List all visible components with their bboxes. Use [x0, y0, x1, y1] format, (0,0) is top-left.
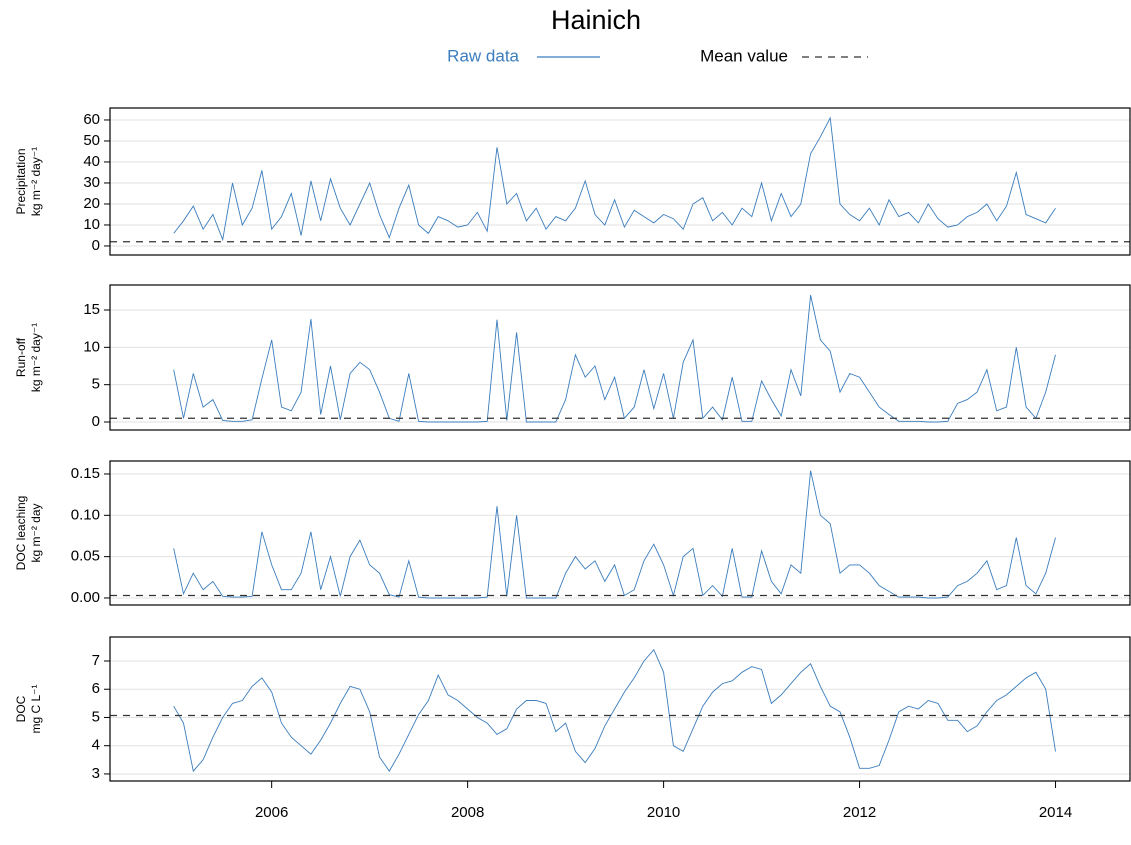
y-axis-label: DOC leaching [14, 496, 28, 571]
y-tick-label: 0.15 [71, 465, 100, 482]
legend-label: Raw data [447, 46, 519, 65]
legend-label: Mean value [700, 46, 788, 65]
figure-title: Hainich [551, 5, 641, 35]
y-tick-label: 5 [92, 708, 100, 725]
x-tick-label: 2006 [255, 804, 288, 821]
panel-frame [109, 107, 1131, 256]
y-axis-label: kg m⁻² day⁻¹ [29, 323, 43, 392]
panel-frame [109, 636, 1131, 782]
y-tick-label: 6 [92, 680, 100, 697]
y-tick-label: 20 [83, 195, 100, 212]
x-tick-label: 2010 [647, 804, 680, 821]
y-axis-label: kg m⁻² day [29, 503, 43, 562]
y-tick-label: 60 [83, 111, 100, 128]
y-tick-label: 30 [83, 174, 100, 191]
x-tick-label: 2012 [843, 804, 876, 821]
y-tick-label: 10 [83, 338, 100, 355]
data-line [173, 648, 1056, 773]
panel-frame [109, 460, 1131, 606]
x-tick-label: 2014 [1039, 804, 1072, 821]
y-axis-label: mg C L⁻¹ [29, 684, 43, 733]
data-line [173, 470, 1056, 599]
y-tick-label: 0 [92, 413, 100, 430]
data-line [173, 116, 1056, 242]
y-tick-label: 15 [83, 301, 100, 318]
y-tick-label: 4 [92, 737, 100, 754]
y-tick-label: 50 [83, 132, 100, 149]
y-axis-label: DOC [14, 695, 28, 722]
y-tick-label: 3 [92, 765, 100, 782]
y-axis-label: kg m⁻² day⁻¹ [29, 147, 43, 216]
x-tick-label: 2008 [451, 804, 484, 821]
y-tick-label: 0 [92, 237, 100, 254]
y-tick-label: 0.10 [71, 506, 100, 523]
y-tick-label: 0.05 [71, 548, 100, 565]
y-tick-label: 5 [92, 376, 100, 393]
y-tick-label: 0.00 [71, 589, 100, 606]
y-axis-label: Precipitation [14, 148, 28, 214]
y-tick-label: 10 [83, 216, 100, 233]
y-axis-label: Run-off [14, 337, 28, 377]
y-tick-label: 7 [92, 652, 100, 669]
data-line [173, 295, 1056, 423]
panel-frame [109, 284, 1131, 431]
y-tick-label: 40 [83, 153, 100, 170]
